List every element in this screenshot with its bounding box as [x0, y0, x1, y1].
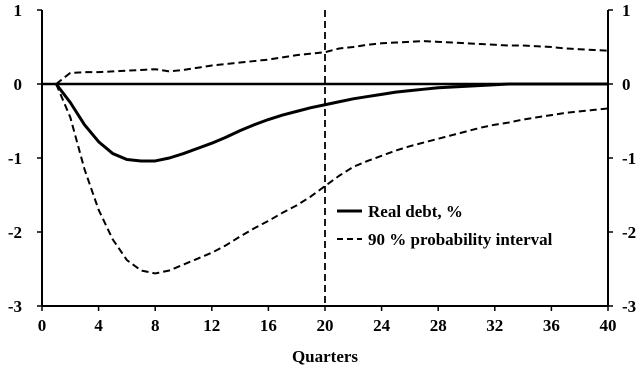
x-tick-label: 24 — [373, 316, 391, 335]
y-axis-right-ticks: 1 0 -1 -2 -3 — [608, 1, 636, 316]
y-tick-label-right: -2 — [622, 223, 636, 242]
x-tick-label: 40 — [600, 316, 617, 335]
legend: Real debt, % 90 % probability interval — [337, 202, 553, 249]
y-tick-label-right: 1 — [622, 1, 631, 20]
series-lower-interval-line — [55, 83, 609, 275]
x-tick-label: 28 — [430, 316, 447, 335]
y-tick-label-left: -1 — [8, 149, 22, 168]
series-real-debt-line — [54, 82, 608, 163]
x-tick-label: 8 — [151, 316, 160, 335]
x-tick-label: 32 — [486, 316, 503, 335]
x-axis-title: Quarters — [292, 347, 358, 366]
x-tick-label: 12 — [203, 316, 220, 335]
y-axis-left-ticks: 1 0 -1 -2 -3 — [8, 1, 42, 316]
x-tick-label: 16 — [260, 316, 277, 335]
legend-label: Real debt, % — [368, 202, 463, 221]
y-tick-label-left: 0 — [14, 75, 23, 94]
x-tick-label: 0 — [38, 316, 47, 335]
y-tick-label-right: -3 — [622, 297, 636, 316]
series-upper-interval-line — [55, 40, 609, 85]
series-layer — [54, 40, 609, 275]
y-tick-label-right: 0 — [622, 75, 631, 94]
y-tick-label-right: -1 — [622, 149, 636, 168]
x-tick-label: 4 — [94, 316, 103, 335]
x-tick-label: 36 — [543, 316, 560, 335]
x-axis-ticks: 0 4 8 12 16 20 24 28 32 36 40 — [38, 306, 617, 335]
y-tick-label-left: -3 — [8, 297, 22, 316]
legend-label: 90 % probability interval — [368, 230, 553, 249]
y-tick-label-left: 1 — [14, 1, 23, 20]
y-tick-label-left: -2 — [8, 223, 22, 242]
x-tick-label: 20 — [317, 316, 334, 335]
